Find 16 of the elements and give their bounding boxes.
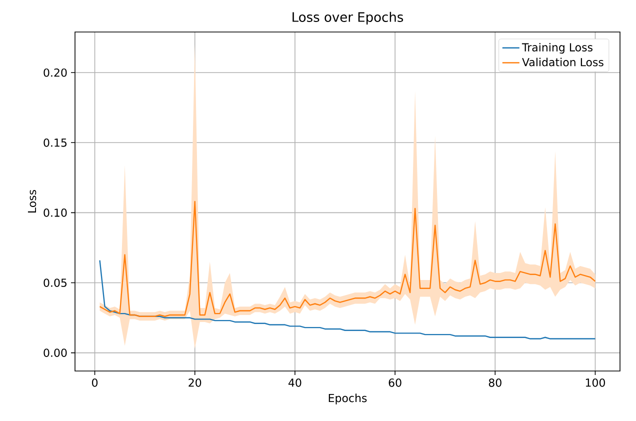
legend-label: Training Loss — [522, 42, 592, 54]
y-tick-label: 0.15 — [44, 138, 67, 147]
y-tick-label: 0.20 — [44, 68, 67, 77]
x-tick-label: 0 — [92, 378, 98, 387]
chart-title: Loss over Epochs — [292, 12, 404, 24]
x-axis-title: Epochs — [328, 394, 367, 404]
y-tick-label: 0.05 — [44, 278, 67, 287]
x-tick-label: 40 — [288, 378, 302, 387]
y-axis-title: Loss — [28, 190, 36, 212]
x-tick-label: 20 — [188, 378, 202, 387]
y-tick-label: 0.10 — [44, 208, 67, 217]
x-tick-label: 60 — [388, 378, 402, 387]
x-tick-label: 100 — [586, 378, 605, 387]
y-tick-label: 0.00 — [44, 348, 67, 357]
legend-label: Validation Loss — [522, 58, 604, 66]
x-tick-label: 80 — [488, 378, 502, 387]
